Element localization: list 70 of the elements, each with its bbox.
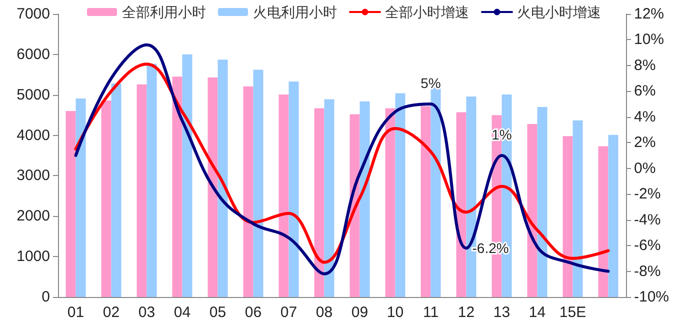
bar	[101, 100, 112, 297]
x-tick-label: 06	[244, 304, 262, 321]
x-tick-label: 03	[138, 304, 156, 321]
bar	[562, 136, 573, 297]
bar	[76, 98, 86, 297]
y-tick-label: 0	[42, 288, 50, 306]
bar	[527, 124, 538, 297]
x-tick-label: 08	[316, 304, 333, 321]
x-tick-label: 04	[174, 304, 191, 321]
bar	[572, 120, 583, 297]
bar	[208, 77, 218, 297]
bar	[253, 70, 264, 297]
y-tick-label: 5000	[16, 86, 50, 104]
x-tick-label: 01	[67, 304, 84, 321]
bar	[172, 76, 182, 297]
bar	[360, 101, 370, 297]
data-label: 5%	[420, 75, 441, 92]
x-tick-label: 14	[528, 304, 546, 321]
y-tick-label: 3000	[16, 167, 50, 184]
data-label: -6.2%	[472, 240, 509, 256]
x-tick-label: 11	[422, 304, 439, 321]
x-tick-label: 07	[280, 304, 298, 321]
y2-tick-label: 0%	[634, 160, 656, 177]
x-tick-label: 09	[351, 304, 368, 321]
x-tick-label: 12	[458, 304, 475, 321]
bar	[385, 108, 396, 297]
y2-tick-label: -2%	[634, 186, 661, 203]
y2-tick-label: 8%	[634, 56, 656, 74]
y2-tick-label: 2%	[634, 134, 656, 152]
legend-label: 火电利用小时	[253, 4, 337, 20]
y-tick-label: 6000	[16, 46, 50, 63]
bar	[66, 111, 76, 297]
y-tick-label: 4000	[16, 126, 50, 144]
x-tick-label: 02	[102, 304, 120, 321]
legend-label: 火电小时增速	[517, 4, 601, 20]
legend-label: 全部小时增速	[385, 4, 469, 20]
y2-tick-label: 10%	[634, 31, 664, 48]
y2-tick-label: -6%	[634, 237, 661, 254]
x-tick-label: 10	[386, 304, 404, 321]
bar	[420, 106, 431, 297]
bar	[314, 108, 324, 297]
bar	[278, 94, 289, 297]
y2-tick-label: 4%	[634, 108, 656, 126]
y2-tick-label: -4%	[634, 211, 661, 228]
y2-tick-label: 12%	[634, 6, 664, 22]
bar	[243, 86, 254, 297]
y-tick-label: 7000	[16, 6, 50, 22]
x-tick-label: 05	[209, 304, 226, 321]
bar	[350, 114, 360, 297]
y2-tick-label: 6%	[634, 82, 656, 100]
legend-label: 全部利用小时	[122, 4, 206, 20]
x-tick-label: 13	[493, 304, 510, 321]
bar	[218, 60, 228, 297]
bar	[395, 93, 406, 297]
bar	[598, 146, 608, 297]
bar	[111, 84, 122, 297]
y-tick-label: 1000	[16, 248, 50, 266]
y-tick-label: 2000	[16, 208, 50, 225]
y2-tick-label: -8%	[634, 262, 661, 280]
bar	[324, 99, 334, 297]
x-tick-label: 15E	[559, 304, 586, 321]
bar	[288, 82, 299, 297]
bar	[456, 112, 466, 297]
bar	[608, 134, 618, 297]
y2-tick-label: -10%	[634, 288, 670, 306]
bar	[182, 54, 192, 297]
bar	[136, 84, 147, 297]
data-label: 1%	[492, 126, 512, 142]
bar	[537, 106, 548, 297]
bar	[146, 64, 157, 297]
